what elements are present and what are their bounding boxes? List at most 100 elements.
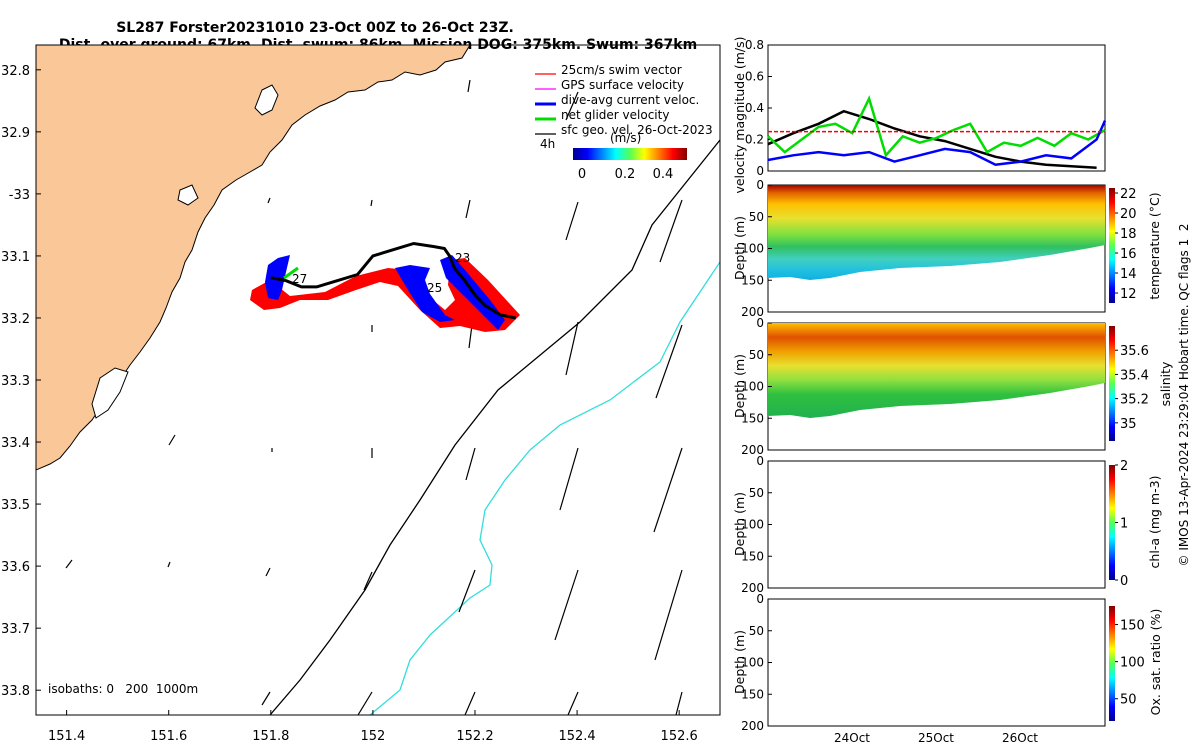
lon-tick-label: 152.4 (558, 729, 595, 744)
depth-tick-label: 100 (741, 656, 764, 670)
legend-swim-vector: 25cm/s swim vector (561, 63, 682, 77)
salinity-cbar-label: salinity (1158, 361, 1173, 406)
time-tick-26oct: 26Oct (1002, 731, 1038, 745)
chlorophyll-cbar-label: chl-a (mg m-3) (1147, 476, 1162, 569)
time-axis: 24Oct 25Oct 26Oct (834, 731, 1038, 745)
temperature-y-label: Depth (m) (732, 216, 747, 280)
depth-tick-label: 0 (756, 454, 764, 468)
lat-tick-label: 33.7 (1, 622, 30, 637)
track-label-23: 23 (455, 251, 470, 265)
cbar-tick-label: 14 (1120, 267, 1137, 282)
cbar-tick-label: 1 (1120, 517, 1128, 532)
cbar-tick-label: 35.6 (1120, 344, 1149, 359)
temperature-colorbar (1109, 188, 1115, 303)
cbar-tick-label: 100 (1120, 656, 1145, 671)
cbar-tick-label: 2 (1120, 459, 1128, 474)
velocity-tick-label: 0.2 (745, 133, 764, 147)
lon-tick-label: 152.2 (456, 729, 493, 744)
velocity-tick-label: 0.4 (745, 101, 764, 115)
lat-tick-label: 33.4 (1, 436, 30, 451)
lat-tick-label: 33.1 (1, 250, 30, 265)
lat-tick-label: 33.6 (1, 560, 30, 575)
salinity-panel: Depth (m) salinity (732, 322, 1173, 451)
lat-tick-label: 33.3 (1, 374, 30, 389)
depth-tick-label: 200 (741, 443, 764, 457)
lake-1 (254, 84, 279, 116)
depth-tick-label: 50 (749, 624, 764, 638)
copyright-notice: © IMOS 13-Apr-2024 23:29:04 Hobart time.… (1177, 224, 1191, 567)
lon-tick-label: 152.6 (661, 729, 698, 744)
cbar-tick-label: 22 (1120, 187, 1137, 202)
depth-tick-label: 150 (741, 273, 764, 287)
depth-tick-label: 0 (756, 178, 764, 192)
figure-title-line1: SL287 Forster20231010 23-Oct 00Z to 26-O… (116, 20, 514, 36)
depth-tick-label: 100 (741, 518, 764, 532)
velocity-y-ticks: 0 0.2 0.4 0.6 0.8 (745, 38, 772, 178)
lon-tick-label: 152 (360, 729, 385, 744)
legend-current-velocity: dive-avg current veloc. (561, 93, 699, 107)
cbar-tick-label: 20 (1120, 207, 1137, 222)
map-longitude-ticks: 151.4 151.6 151.8 152 152.2 152.4 152.6 (48, 710, 698, 744)
depth-tick-label: 200 (741, 719, 764, 733)
cbar-tick-label: 150 (1120, 619, 1145, 634)
lat-tick-label: 33.8 (1, 684, 30, 699)
velocity-y-label: velocity magnitude (m/s) (732, 36, 747, 193)
depth-tick-label: 0 (756, 592, 764, 606)
isobath-legend: isobaths: 0 200 1000m (48, 682, 198, 696)
lat-tick-label: -33 (9, 188, 30, 203)
time-tick-24oct: 24Oct (834, 731, 870, 745)
velocity-series-current (767, 120, 1107, 166)
temperature-panel: Depth (m) temperature (°C) (732, 184, 1162, 313)
map-colorbar-tick-2: 0.4 (653, 167, 674, 182)
lat-tick-label: 33.2 (1, 312, 30, 327)
colorbar-ticks: 22 20 18 16 14 12 35.6 35.4 35.2 35 2 1 0 150 100 50 (1115, 187, 1149, 708)
salinity-y-label: Depth (m) (732, 354, 747, 418)
velocity-panel: 0 0.2 0.4 0.6 0.8 velocity magnitude (m/s) (732, 36, 1107, 194)
velocity-series-glider (767, 95, 1106, 158)
depth-tick-label: 200 (741, 581, 764, 595)
map-panel: 23 25 27 25cm/s swim vector GPS surface … (1, 44, 721, 744)
lat-tick-label: 32.9 (1, 126, 30, 141)
oxygen-y-label: Depth (m) (732, 630, 747, 694)
time-step-label: 4h (540, 137, 555, 151)
depth-tick-label: 150 (741, 687, 764, 701)
net-glider-velocity-arrow (283, 266, 299, 280)
lake-3 (177, 184, 199, 206)
depth-tick-label: 0 (756, 316, 764, 330)
chlorophyll-y-label: Depth (m) (732, 492, 747, 556)
legend-gps-velocity: GPS surface velocity (561, 78, 684, 92)
map-latitude-ticks: 32.8 32.9 -33 33.1 33.2 33.3 33.4 33.5 33.6 33.7 3… (1, 64, 41, 699)
cbar-tick-label: 18 (1120, 227, 1137, 242)
map-legend: 25cm/s swim vector GPS surface velocity … (535, 63, 713, 137)
track-label-27: 27 (292, 272, 307, 286)
depth-tick-label: 50 (749, 348, 764, 362)
chlorophyll-panel: Depth (m) chl-a (mg m-3) (732, 460, 1162, 589)
map-colorbar-tick-1: 0.2 (615, 167, 636, 182)
oxygen-panel-frame (767, 598, 1106, 727)
legend-geostrophic-velocity: sfc geo. vel. 26-Oct-2023 (561, 123, 713, 137)
legend-net-glider-velocity: net glider velocity (561, 108, 669, 122)
glider-track-line (270, 241, 517, 320)
salinity-field (768, 323, 1105, 418)
lon-tick-label: 151.6 (150, 729, 187, 744)
cbar-tick-label: 35.2 (1120, 393, 1149, 408)
time-tick-25oct: 25Oct (918, 731, 954, 745)
depth-tick-label: 150 (741, 549, 764, 563)
cbar-tick-label: 35 (1120, 417, 1137, 432)
depth-tick-label: 50 (749, 486, 764, 500)
lon-tick-label: 151.8 (252, 729, 289, 744)
velocity-tick-label: 0.8 (745, 38, 764, 52)
depth-axis-ticks: 0501001502000501001502000501001502000501… (741, 178, 772, 733)
oxygen-cbar-label: Ox. sat. ratio (%) (1148, 609, 1163, 716)
geostrophic-velocity-arrows (65, 79, 683, 715)
oxygen-colorbar (1109, 606, 1115, 721)
velocity-tick-label: 0.6 (745, 70, 764, 84)
lon-tick-label: 151.4 (48, 729, 85, 744)
map-colorbar-tick-0: 0 (578, 167, 586, 182)
isobath-200m (269, 139, 720, 715)
track-label-25: 25 (427, 281, 442, 295)
cbar-tick-label: 16 (1120, 247, 1137, 262)
cbar-tick-label: 35.4 (1120, 368, 1149, 383)
depth-tick-label: 150 (741, 411, 764, 425)
